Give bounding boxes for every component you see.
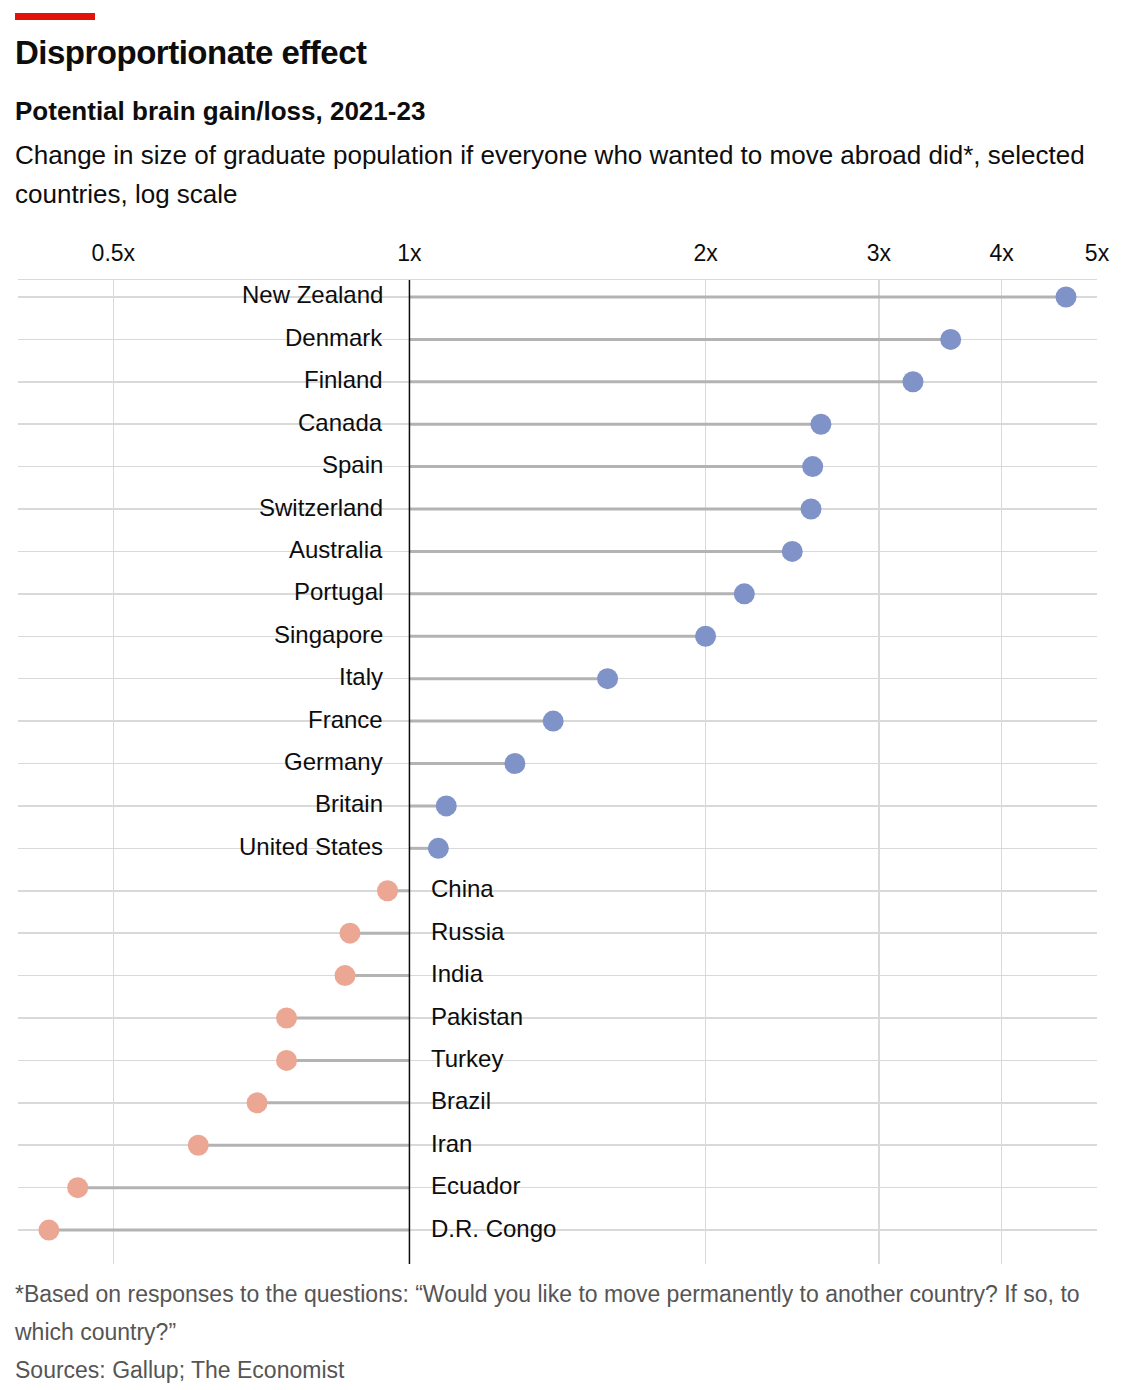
- svg-text:Brazil: Brazil: [431, 1087, 491, 1114]
- html-text:*Based on responses to the que: *Based on responses to the questions: “W…: [15, 1281, 1080, 1345]
- svg-text:D.R. Congo: D.R. Congo: [431, 1215, 556, 1242]
- svg-text:China: China: [431, 875, 494, 902]
- html-text:Disproportionate effect: Disproportionate effect: [15, 34, 367, 71]
- svg-text:Italy: Italy: [339, 663, 383, 690]
- svg-text:2x: 2x: [693, 240, 718, 266]
- svg-text:Turkey: Turkey: [431, 1045, 503, 1072]
- svg-text:France: France: [308, 706, 383, 733]
- svg-text:Britain: Britain: [315, 790, 383, 817]
- svg-text:New Zealand: New Zealand: [242, 281, 383, 308]
- svg-text:Finland: Finland: [304, 366, 383, 393]
- svg-text:Germany: Germany: [284, 748, 383, 775]
- svg-text:1x: 1x: [397, 240, 422, 266]
- html-text:Sources: Gallup; The Economist: Sources: Gallup; The Economist: [15, 1357, 345, 1383]
- svg-text:Ecuador: Ecuador: [431, 1172, 520, 1199]
- svg-text:3x: 3x: [867, 240, 892, 266]
- svg-text:Portugal: Portugal: [294, 578, 383, 605]
- html-text:Potential brain gain/loss, 202: Potential brain gain/loss, 2021-23: [15, 96, 426, 126]
- svg-text:Switzerland: Switzerland: [259, 494, 383, 521]
- svg-text:Russia: Russia: [431, 918, 505, 945]
- svg-text:Singapore: Singapore: [274, 621, 383, 648]
- svg-text:India: India: [431, 960, 484, 987]
- svg-text:Denmark: Denmark: [285, 324, 383, 351]
- svg-text:United States: United States: [239, 833, 383, 860]
- svg-text:4x: 4x: [990, 240, 1015, 266]
- svg-text:Pakistan: Pakistan: [431, 1003, 523, 1030]
- svg-text:Australia: Australia: [289, 536, 383, 563]
- svg-text:0.5x: 0.5x: [92, 240, 136, 266]
- svg-text:Canada: Canada: [298, 409, 383, 436]
- svg-text:5x: 5x: [1085, 240, 1110, 266]
- svg-text:Iran: Iran: [431, 1130, 472, 1157]
- html-text:Change in size of graduate pop: Change in size of graduate population if…: [15, 140, 1085, 209]
- svg-text:Spain: Spain: [322, 451, 383, 478]
